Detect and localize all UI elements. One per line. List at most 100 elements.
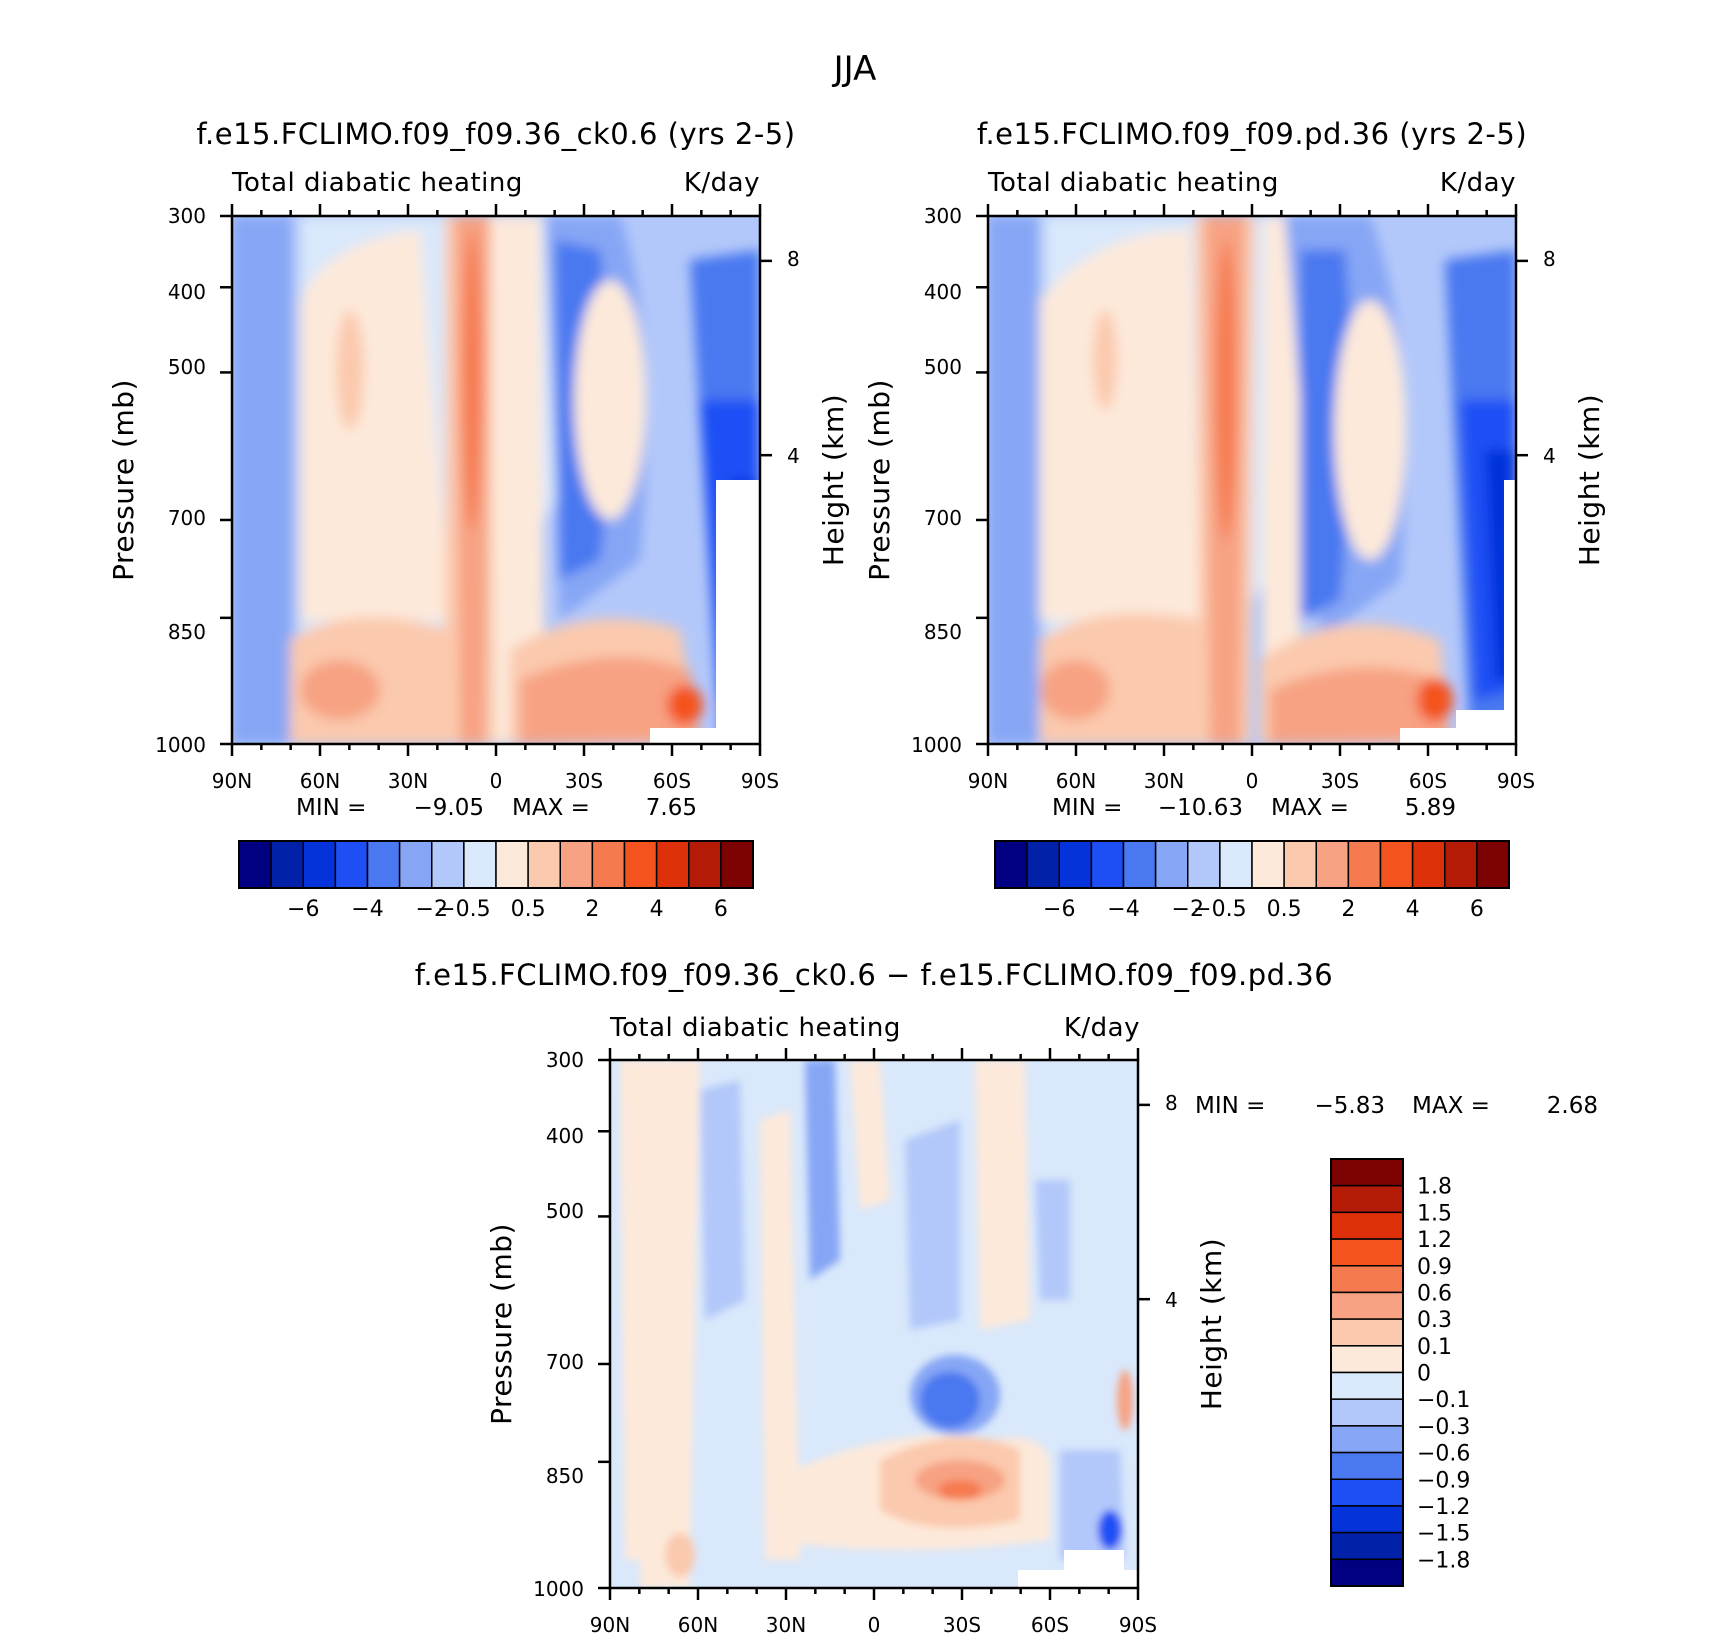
colorbar-label: 0	[1417, 1362, 1431, 1387]
x-tick-90n: 90N	[968, 769, 1008, 793]
x-tick-30n: 30N	[1144, 769, 1184, 793]
colorbar-label: 4	[650, 897, 664, 922]
min-value: −9.05	[414, 795, 484, 821]
x-tick-labels: 90N 60N 30N 0 30S 60S 90S	[590, 1613, 1157, 1636]
y-tick-700: 700	[546, 1350, 584, 1374]
y-tick-300: 300	[924, 204, 962, 228]
y-tick-850: 850	[546, 1464, 584, 1488]
colorbar: −6 −4 −2−0.5 0.5 2 4 6	[994, 840, 1510, 922]
colorbar-swatch	[1330, 1398, 1404, 1427]
colorbar-swatch	[1058, 840, 1093, 889]
colorbar-label: −0.6	[1417, 1442, 1470, 1467]
y-tick-400: 400	[168, 280, 206, 304]
y2-tick-4: 4	[1543, 444, 1556, 468]
y-tick-500: 500	[546, 1199, 584, 1223]
x-tick-60n: 60N	[678, 1613, 718, 1636]
colorbar-swatch	[994, 840, 1028, 889]
y2-tick-8: 8	[787, 247, 800, 271]
max-value: 2.68	[1547, 1093, 1598, 1119]
min-label: MIN =	[296, 795, 366, 821]
colorbar-label: −2	[416, 897, 448, 922]
colorbar: −6 −4 −2−0.5 0.5 2 4 6	[238, 840, 754, 922]
colorbar-label: 2	[1341, 897, 1355, 922]
min-max-readout: MIN = −9.05 MAX = 7.65	[296, 795, 697, 821]
colorbar-swatch	[1330, 1478, 1404, 1507]
colorbar-swatch	[1330, 1345, 1404, 1374]
colorbar-swatch	[1330, 1505, 1404, 1534]
colorbar-swatch	[1330, 1531, 1404, 1561]
colorbar-swatch	[1444, 840, 1478, 889]
colorbar-swatch	[431, 840, 465, 889]
heatmap-field	[610, 1060, 1138, 1588]
y-tick-labels: 300 400 500 700 850 1000	[533, 1048, 584, 1601]
x-tick-90s: 90S	[1119, 1613, 1157, 1636]
colorbar-label: 1.2	[1417, 1228, 1452, 1253]
colorbar-label: 4	[1406, 897, 1420, 922]
panel-reference: f.e15.FCLIMO.f09_f09.pd.36 (yrs 2-5) Tot…	[863, 117, 1606, 922]
y-tick-labels: 300 400 500 700 850 1000	[155, 204, 206, 757]
colorbar-swatch	[1330, 1184, 1404, 1214]
colorbar-label: −1.2	[1417, 1495, 1470, 1520]
panel-difference: f.e15.FCLIMO.f09_f09.36_ck0.6 − f.e15.FC…	[415, 958, 1598, 1636]
y2-axis-label: Height (km)	[1573, 394, 1606, 566]
x-tick-60s: 60S	[1409, 769, 1447, 793]
min-value: −5.83	[1315, 1093, 1385, 1119]
y-tick-1000: 1000	[911, 733, 962, 757]
colorbar-label: −4	[1107, 897, 1139, 922]
colorbar-swatch	[1330, 1238, 1404, 1267]
min-value: −10.63	[1158, 795, 1243, 821]
y-tick-850: 850	[924, 620, 962, 644]
y2-tick-labels: 8 4	[787, 247, 800, 468]
colorbar-label: −4	[351, 897, 383, 922]
colorbar-swatch	[1330, 1451, 1404, 1480]
colorbar-label: 1.5	[1417, 1201, 1452, 1226]
colorbar-swatch	[1476, 840, 1510, 889]
colorbar-swatch	[1330, 1425, 1404, 1454]
x-tick-90n: 90N	[590, 1613, 630, 1636]
y-tick-500: 500	[924, 355, 962, 379]
max-value: 7.65	[646, 795, 697, 821]
colorbar-swatch	[1330, 1318, 1404, 1347]
max-label: MAX =	[1271, 795, 1349, 821]
y-tick-400: 400	[924, 280, 962, 304]
x-tick-30n: 30N	[766, 1613, 806, 1636]
colorbar-label: 2	[585, 897, 599, 922]
panel-title: f.e15.FCLIMO.f09_f09.pd.36 (yrs 2-5)	[977, 117, 1527, 151]
y-tick-500: 500	[168, 355, 206, 379]
y2-tick-labels: 8 4	[1543, 247, 1556, 468]
colorbar-frame	[1330, 1158, 1404, 1587]
y2-axis-label: Height (km)	[1195, 1238, 1228, 1410]
x-tick-30s: 30S	[565, 769, 603, 793]
axis-ticks	[598, 1048, 1150, 1600]
axis-ticks	[220, 204, 772, 756]
y-tick-1000: 1000	[155, 733, 206, 757]
heatmap-field	[232, 216, 760, 744]
colorbar-frame	[238, 840, 754, 889]
colorbar-label: −6	[287, 897, 319, 922]
colorbar-swatch	[1315, 840, 1350, 889]
colorbar-swatch	[238, 840, 272, 889]
colorbar-swatch	[495, 840, 529, 889]
colorbar-swatch	[720, 840, 754, 889]
min-label: MIN =	[1052, 795, 1122, 821]
colorbar-label: −1.8	[1417, 1548, 1470, 1573]
x-tick-0: 0	[490, 769, 503, 793]
colorbar-swatch	[1090, 840, 1125, 889]
y-tick-850: 850	[168, 620, 206, 644]
colorbar-swatch	[1330, 1158, 1404, 1187]
colorbar-swatch	[1154, 840, 1189, 889]
colorbar-swatch	[1330, 1291, 1404, 1320]
x-tick-labels: 90N 60N 30N 0 30S 60S 90S	[212, 769, 779, 793]
colorbar-label: −2	[1172, 897, 1204, 922]
colorbar-swatch	[270, 840, 304, 889]
y2-tick-4: 4	[1165, 1288, 1178, 1312]
x-tick-60s: 60S	[1031, 1613, 1069, 1636]
x-tick-60n: 60N	[300, 769, 340, 793]
colorbar-swatch	[1330, 1265, 1404, 1294]
colorbar-swatch	[1330, 1211, 1404, 1240]
colorbar: 1.81.51.20.90.60.30.10−0.1−0.3−0.6−0.9−1…	[1330, 1158, 1470, 1587]
max-value: 5.89	[1405, 795, 1456, 821]
colorbar-frame	[994, 840, 1510, 889]
colorbar-swatch	[559, 840, 594, 889]
min-max-readout: MIN = −10.63 MAX = 5.89	[1052, 795, 1456, 821]
